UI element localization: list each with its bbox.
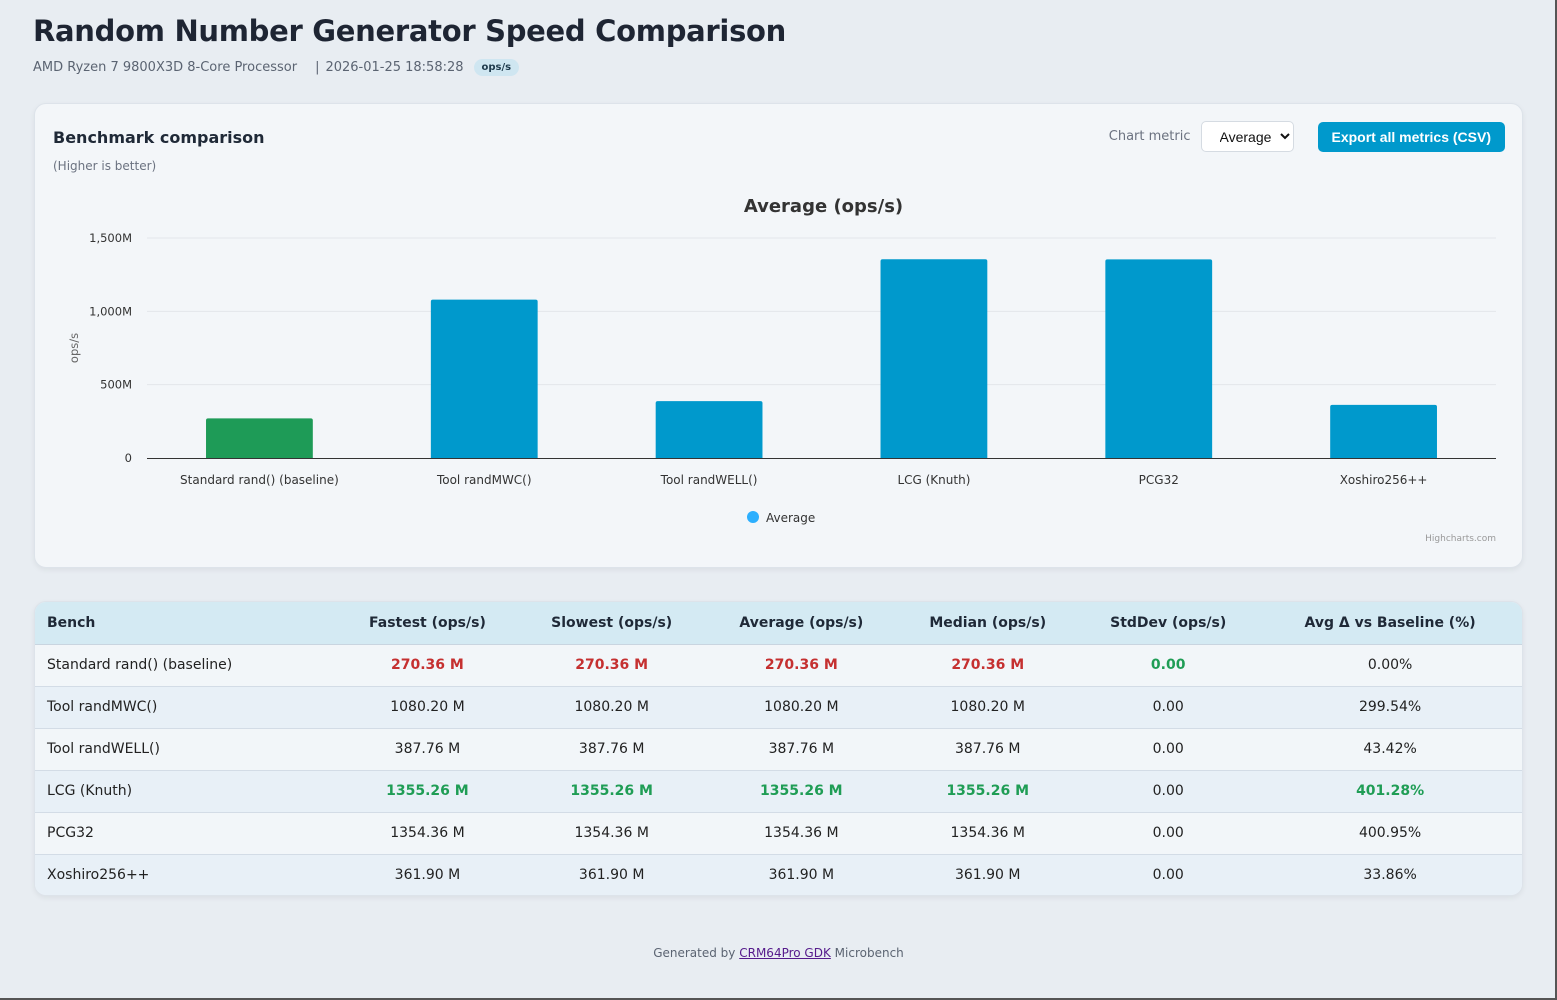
chart-card: Average (ops/s) 0 500M 1,000M 1,500M ops/s Sta…	[34, 103, 1523, 568]
value-cell: 401.28%	[1258, 770, 1522, 813]
table-header-row: Bench Fastest (ops/s) Slowest (ops/s) Avera…	[35, 602, 1522, 645]
table-row: PCG32 1354.36 M 1354.36 M 1354.36 M 1354.36 …	[35, 812, 1522, 855]
column-header: Average (ops/s)	[705, 602, 898, 645]
table-row: LCG (Knuth) 1355.26 M 1355.26 M 1355.26 M 13…	[35, 770, 1522, 813]
bench-name-cell: PCG32	[35, 812, 337, 855]
footer-link[interactable]: CRM64Pro GDK	[739, 946, 831, 960]
bar	[206, 418, 313, 458]
value-cell: 0.00	[1078, 770, 1259, 813]
value-cell: 1080.20 M	[336, 686, 518, 729]
value-cell: 1355.26 M	[705, 770, 898, 813]
chart-title: Average (ops/s)	[744, 196, 903, 217]
value-cell: 361.90 M	[954, 867, 1021, 884]
y-tick-label: 0	[125, 451, 132, 465]
bench-name-cell: Xoshiro256++	[47, 867, 150, 884]
value-cell: 361.90 M	[768, 867, 835, 884]
column-header: Slowest (ops/s)	[517, 602, 706, 645]
value-cell: 1080.20 M	[897, 686, 1079, 729]
cpu-name: AMD Ryzen 7 9800X3D 8-Core Processor	[33, 60, 298, 75]
bench-name-cell: Standard rand() (baseline)	[35, 644, 337, 687]
value-cell: 1354.36 M	[705, 812, 898, 855]
export-csv-button[interactable]: Export all metrics (CSV)	[1317, 121, 1505, 152]
value-cell: 1355.26 M	[517, 770, 706, 813]
footer-prefix: Generated by	[653, 946, 736, 960]
value-cell: 1355.26 M	[336, 770, 518, 813]
value-cell: 0.00	[1078, 728, 1259, 771]
footer: Generated by CRM64Pro GDK Microbench	[0, 946, 1557, 960]
y-tick-label: 1,500M	[89, 231, 132, 245]
value-cell: 270.36 M	[517, 644, 706, 687]
bench-name-cell: LCG (Knuth)	[35, 770, 337, 813]
timestamp: 2026-01-25 18:58:28	[325, 60, 464, 75]
value-cell: 43.42%	[1258, 728, 1522, 771]
value-cell: 1354.36 M	[336, 812, 518, 855]
value-cell: 387.76 M	[336, 728, 518, 771]
value-cell: 0.00	[1078, 812, 1259, 855]
column-header: Median (ops/s)	[897, 602, 1079, 645]
value-cell: 387.76 M	[897, 728, 1079, 771]
y-tick-label: 500M	[100, 378, 132, 392]
results-table: Bench Fastest (ops/s) Slowest (ops/s) Avera…	[35, 602, 1522, 895]
results-table-card: Bench Fastest (ops/s) Slowest (ops/s) Avera…	[34, 601, 1523, 896]
value-cell: 270.36 M	[705, 644, 898, 687]
value-cell: 361.90 M	[578, 867, 645, 884]
value-cell: 1355.26 M	[897, 770, 1079, 813]
value-cell: 1354.36 M	[517, 812, 706, 855]
value-cell: 299.54%	[1258, 686, 1522, 729]
bar	[430, 299, 538, 458]
chart-card-title: Benchmark comparison	[53, 128, 265, 147]
unit-badge: ops/s	[473, 59, 520, 76]
x-tick-label: LCG (Knuth)	[897, 473, 970, 487]
value-cell: 361.90 M	[394, 867, 461, 884]
table-row: Standard rand() (baseline) 270.36 M 270.36…	[35, 644, 1522, 687]
chart-card-subtitle: (Higher is better)	[53, 159, 157, 173]
chart-metric-select[interactable]: Average	[1200, 121, 1294, 152]
chart-credits: Highcharts.com	[1425, 534, 1496, 544]
bench-name-cell: Tool randMWC()	[35, 686, 337, 729]
value-cell: 1354.36 M	[897, 812, 1079, 855]
legend-marker	[747, 511, 759, 523]
value-cell: 1080.20 M	[517, 686, 706, 729]
value-cell: 0.00	[1078, 686, 1259, 729]
meta-separator: |	[315, 60, 320, 75]
bar	[880, 259, 988, 458]
x-tick-label: Tool randWELL()	[660, 473, 758, 487]
value-cell: 387.76 M	[517, 728, 706, 771]
table-row: Xoshiro256++ 361.90 M 361.90 M 361.90 M 361.…	[35, 854, 1522, 895]
value-cell: 0.00	[1152, 867, 1184, 884]
chart-metric-label: Chart metric	[1108, 129, 1191, 144]
bar	[1105, 259, 1213, 458]
footer-suffix: Microbench	[834, 946, 904, 960]
table-body: Standard rand() (baseline) 270.36 M 270.36…	[35, 644, 1522, 895]
bench-name-cell: Tool randWELL()	[35, 728, 337, 771]
value-cell: 0.00%	[1258, 644, 1522, 687]
y-tick-label: 1,000M	[89, 304, 132, 318]
page-meta: AMD Ryzen 7 9800X3D 8-Core Processor | 2…	[33, 59, 520, 76]
value-cell: 270.36 M	[336, 644, 518, 687]
value-cell: 387.76 M	[705, 728, 898, 771]
chart-controls: Chart metric Average Export all metrics …	[1109, 121, 1505, 152]
x-tick-label: Xoshiro256++	[1340, 473, 1428, 487]
y-axis-label: ops/s	[67, 333, 81, 363]
bar-chart: Average (ops/s) 0 500M 1,000M 1,500M ops/s Sta…	[67, 196, 1496, 544]
bar	[655, 401, 763, 458]
page-title: Random Number Generator Speed Comparison	[33, 14, 787, 48]
value-cell: 0.00	[1078, 644, 1259, 687]
value-cell: 270.36 M	[897, 644, 1079, 687]
table-row: Tool randMWC() 1080.20 M 1080.20 M 1080.20 …	[35, 686, 1522, 729]
legend-label: Average	[766, 511, 815, 525]
bar	[1330, 404, 1437, 458]
column-header: Fastest (ops/s)	[336, 602, 518, 645]
column-header: Avg Δ vs Baseline (%)	[1258, 602, 1522, 645]
value-cell: 400.95%	[1258, 812, 1522, 855]
value-cell: 1080.20 M	[705, 686, 898, 729]
column-header: Bench	[35, 602, 337, 645]
x-tick-label: PCG32	[1139, 473, 1179, 487]
x-tick-label: Tool randMWC()	[436, 473, 532, 487]
value-cell: 33.86%	[1363, 867, 1417, 884]
x-tick-label: Standard rand() (baseline)	[180, 473, 339, 487]
column-header: StdDev (ops/s)	[1078, 602, 1259, 645]
